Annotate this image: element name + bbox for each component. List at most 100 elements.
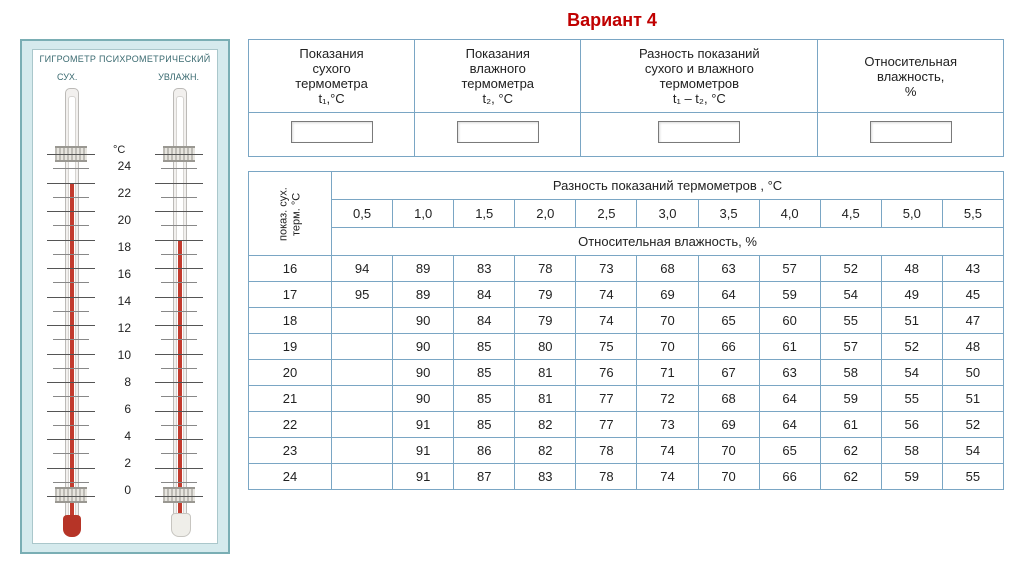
temp-cell: 21 (249, 386, 332, 412)
humidity-cell: 55 (881, 386, 942, 412)
humidity-cell: 90 (393, 360, 454, 386)
humidity-cell: 54 (820, 282, 881, 308)
humidity-cell (332, 464, 393, 490)
humidity-cell: 78 (576, 464, 637, 490)
humidity-cell: 81 (515, 386, 576, 412)
humidity-cell: 78 (576, 438, 637, 464)
humidity-cell: 73 (576, 256, 637, 282)
humidity-cell: 59 (759, 282, 820, 308)
humidity-cell (332, 386, 393, 412)
humidity-cell: 74 (637, 438, 698, 464)
humidity-cell: 82 (515, 412, 576, 438)
diff-col: 5,0 (881, 200, 942, 228)
humidity-cell: 43 (942, 256, 1003, 282)
humidity-cell: 49 (881, 282, 942, 308)
col-diff: Разность показаний сухого и влажного тер… (581, 40, 818, 113)
humidity-cell: 63 (698, 256, 759, 282)
diff-caption: Разность показаний термометров , °C (332, 172, 1004, 200)
hygrometer: ГИГРОМЕТР ПСИХРОМЕТРИЧЕСКИЙ СУХ. УВЛАЖН.… (20, 39, 230, 554)
humidity-cell: 75 (576, 334, 637, 360)
humidity-cell: 85 (454, 412, 515, 438)
humidity-cell: 59 (820, 386, 881, 412)
diff-col: 0,5 (332, 200, 393, 228)
humidity-cell: 72 (637, 386, 698, 412)
humidity-cell: 59 (881, 464, 942, 490)
humidity-cell: 58 (881, 438, 942, 464)
humidity-cell: 84 (454, 308, 515, 334)
humidity-cell: 82 (515, 438, 576, 464)
humidity-cell: 69 (698, 412, 759, 438)
humidity-cell: 57 (820, 334, 881, 360)
humidity-cell: 79 (515, 308, 576, 334)
humidity-cell: 90 (393, 386, 454, 412)
col-dry: Показания сухого термометра t₁,°C (249, 40, 415, 113)
diff-col: 1,5 (454, 200, 515, 228)
wet-thermometer (155, 88, 203, 543)
input-table: Показания сухого термометра t₁,°C Показа… (248, 39, 1004, 157)
humidity-cell: 70 (637, 334, 698, 360)
humidity-cell: 89 (393, 282, 454, 308)
wet-label: УВЛАЖН. (158, 72, 199, 82)
diff-col: 1,0 (393, 200, 454, 228)
humidity-cell: 58 (820, 360, 881, 386)
humidity-cell: 51 (942, 386, 1003, 412)
humidity-cell: 84 (454, 282, 515, 308)
humidity-cell: 63 (759, 360, 820, 386)
humidity-cell: 55 (942, 464, 1003, 490)
humidity-cell: 64 (759, 386, 820, 412)
dry-input[interactable] (291, 121, 373, 143)
humidity-cell: 65 (698, 308, 759, 334)
page-title: Вариант 4 (20, 10, 1004, 31)
humidity-cell: 51 (881, 308, 942, 334)
humidity-cell: 70 (637, 308, 698, 334)
humidity-cell: 68 (637, 256, 698, 282)
humidity-cell: 76 (576, 360, 637, 386)
humidity-cell: 91 (393, 412, 454, 438)
hygrometer-caption: ГИГРОМЕТР ПСИХРОМЕТРИЧЕСКИЙ (33, 54, 217, 64)
diff-col: 4,0 (759, 200, 820, 228)
humidity-cell: 95 (332, 282, 393, 308)
humidity-cell: 52 (820, 256, 881, 282)
humidity-cell: 64 (759, 412, 820, 438)
humidity-cell: 70 (698, 438, 759, 464)
humidity-cell: 56 (881, 412, 942, 438)
humidity-cell: 90 (393, 308, 454, 334)
diff-col: 2,0 (515, 200, 576, 228)
humidity-cell: 55 (820, 308, 881, 334)
humidity-cell (332, 360, 393, 386)
humidity-cell: 87 (454, 464, 515, 490)
scale-labels: 242220181614121086420 (109, 160, 131, 511)
humidity-cell: 66 (759, 464, 820, 490)
temp-cell: 23 (249, 438, 332, 464)
humidity-cell: 50 (942, 360, 1003, 386)
humidity-cell: 78 (515, 256, 576, 282)
main-layout: ГИГРОМЕТР ПСИХРОМЕТРИЧЕСКИЙ СУХ. УВЛАЖН.… (20, 39, 1004, 554)
humidity-cell: 68 (698, 386, 759, 412)
humidity-cell: 67 (698, 360, 759, 386)
scale-unit: °C (113, 144, 125, 156)
humidity-cell: 86 (454, 438, 515, 464)
diff-col: 5,5 (942, 200, 1003, 228)
humidity-cell: 65 (759, 438, 820, 464)
diff-col: 3,0 (637, 200, 698, 228)
humidity-input[interactable] (870, 121, 952, 143)
humidity-cell: 79 (515, 282, 576, 308)
diff-input[interactable] (658, 121, 740, 143)
humidity-cell: 64 (698, 282, 759, 308)
humidity-cell: 71 (637, 360, 698, 386)
humidity-cell: 91 (393, 438, 454, 464)
col-humidity: Относительная влажность, % (818, 40, 1004, 113)
humidity-cell: 54 (881, 360, 942, 386)
dry-label: СУХ. (57, 72, 77, 82)
humidity-cell: 85 (454, 360, 515, 386)
psychrometric-table: показ. сух. терм. °C Разность показаний … (248, 171, 1004, 490)
humidity-cell: 80 (515, 334, 576, 360)
humidity-cell (332, 308, 393, 334)
humidity-cell: 74 (576, 308, 637, 334)
wet-input[interactable] (457, 121, 539, 143)
humidity-cell: 81 (515, 360, 576, 386)
temp-cell: 18 (249, 308, 332, 334)
temp-cell: 19 (249, 334, 332, 360)
humidity-cell: 94 (332, 256, 393, 282)
humidity-cell (332, 438, 393, 464)
